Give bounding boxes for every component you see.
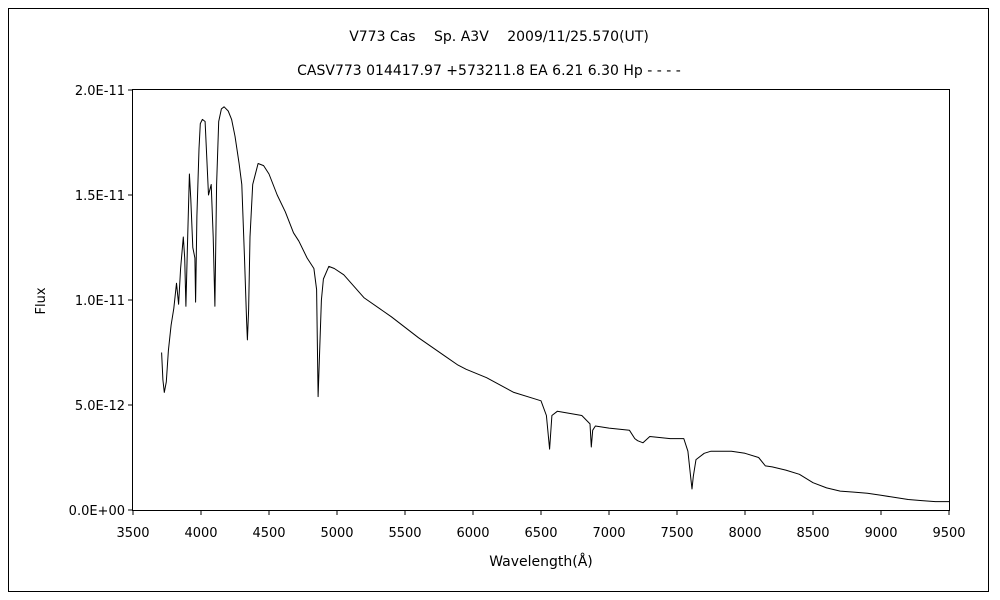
x-tick-label: 8000 xyxy=(728,526,761,541)
x-tick-label: 5000 xyxy=(320,526,353,541)
y-tick-label: 0.0E+00 xyxy=(69,504,125,519)
y-tick-label: 5.0E-12 xyxy=(75,399,125,414)
x-tick-label: 8500 xyxy=(796,526,829,541)
x-tick-label: 4000 xyxy=(184,526,217,541)
x-tick-label: 9500 xyxy=(932,526,965,541)
x-tick-label: 5500 xyxy=(388,526,421,541)
x-axis-ticks: 3500 4000 4500 5000 5500 6000 6500 7000 7500 8000… xyxy=(116,510,966,541)
plot-area xyxy=(132,89,950,511)
y-axis-ticks: 0.0E+00 5.0E-12 1.0E-11 1.5E-11 2.0E-11 xyxy=(69,84,133,519)
x-tick-label: 7000 xyxy=(592,526,625,541)
y-tick-label: 2.0E-11 xyxy=(75,84,125,99)
y-axis-label: Flux xyxy=(34,287,49,314)
spectrum-chart: V773 Cas Sp. A3V 2009/11/25.570(UT) CASV… xyxy=(34,29,966,570)
x-tick-label: 6000 xyxy=(456,526,489,541)
x-tick-label: 9000 xyxy=(864,526,897,541)
y-tick-label: 1.5E-11 xyxy=(75,189,125,204)
series-layer xyxy=(161,106,949,503)
chart-title: V773 Cas Sp. A3V 2009/11/25.570(UT) xyxy=(349,29,649,45)
x-tick-label: 3500 xyxy=(116,526,149,541)
x-axis-label: Wavelength(Å) xyxy=(489,553,593,570)
chart-frame: V773 Cas Sp. A3V 2009/11/25.570(UT) CASV… xyxy=(8,8,989,592)
x-tick-label: 7500 xyxy=(660,526,693,541)
x-tick-label: 6500 xyxy=(524,526,557,541)
y-tick-label: 1.0E-11 xyxy=(75,294,125,309)
spectrum-line xyxy=(161,106,949,503)
x-tick-label: 4500 xyxy=(252,526,285,541)
chart-subtitle: CASV773 014417.97 +573211.8 EA 6.21 6.30… xyxy=(297,63,681,79)
